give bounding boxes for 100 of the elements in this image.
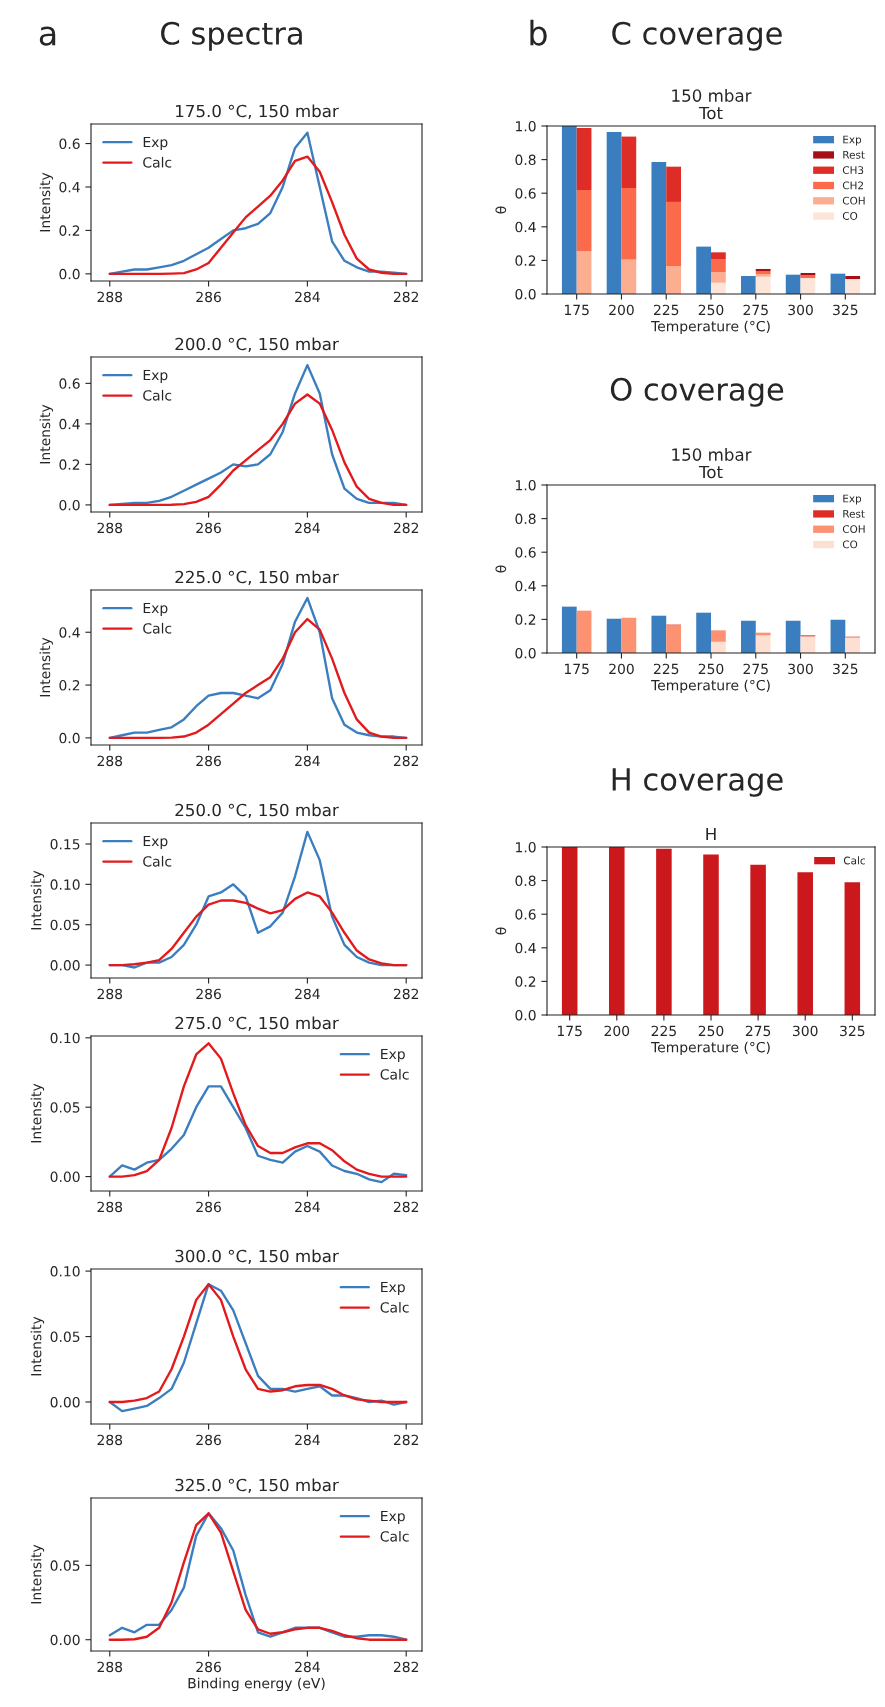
bar: [703, 854, 719, 1015]
bar: [711, 259, 726, 272]
x-tick-label: 200: [604, 1025, 630, 1037]
legend-label: Exp: [843, 494, 862, 505]
x-tick-label: 288: [97, 1434, 123, 1446]
legend-label: Calc: [143, 156, 172, 168]
legend-label: COH: [842, 196, 865, 205]
legend-label: CH2: [842, 181, 864, 190]
y-axis-title: Intensity: [39, 172, 53, 232]
chart-subtitle: 325.0 °C, 150 mbar: [175, 1478, 339, 1493]
x-tick-label: 286: [196, 291, 221, 303]
bar: [621, 259, 637, 294]
x-tick-label: 282: [393, 291, 419, 303]
legend-label: Calc: [143, 855, 172, 867]
bar: [711, 641, 726, 653]
chart-subtitle: 150 mbar Tot: [672, 447, 752, 479]
y-tick-label: 0.00: [50, 1634, 80, 1646]
legend-label: Exp: [381, 1048, 405, 1062]
bar: [785, 620, 801, 653]
bar: [696, 612, 711, 653]
chart-title: C coverage: [612, 21, 782, 51]
bar: [651, 615, 667, 653]
y-axis-title: Intensity: [39, 637, 53, 697]
bar: [711, 630, 726, 642]
line-series: [108, 1512, 408, 1641]
bar: [651, 161, 667, 294]
y-tick-label: 0.0: [515, 647, 536, 659]
x-tick-label: 250: [698, 663, 724, 675]
text: a: [39, 26, 56, 46]
legend-label: Exp: [143, 602, 168, 616]
bar: [666, 166, 681, 202]
y-tick-label: 0.0: [515, 1009, 536, 1021]
legend-label: Calc: [143, 622, 172, 634]
bar: [576, 128, 592, 191]
bar: [845, 637, 861, 653]
y-tick-label: 0.0: [515, 288, 536, 300]
bar: [830, 619, 846, 653]
chart-subtitle: 150 mbar Tot: [672, 88, 752, 120]
chart-title: O coverage: [610, 377, 784, 407]
y-axis-title: Intensity: [30, 1083, 45, 1143]
y-tick-label: 0.10: [50, 1032, 80, 1044]
x-tick-label: 286: [196, 755, 221, 767]
y-tick-label: 0.00: [50, 1396, 80, 1408]
x-tick-label: 282: [393, 755, 419, 767]
y-tick-label: 0.2: [515, 614, 536, 625]
chart-subtitle: 175.0 °C, 150 mbar: [176, 104, 339, 119]
x-axis-title: Temperature (°C): [651, 1041, 770, 1056]
y-tick-label: 0.00: [50, 960, 80, 971]
bar: [845, 279, 861, 294]
chart-subtitle: 275.0 °C, 150 mbar: [175, 1016, 339, 1031]
legend-label: Exp: [143, 369, 168, 383]
bar: [741, 276, 756, 294]
y-tick-label: 0.05: [50, 919, 80, 931]
x-tick-label: 286: [196, 988, 221, 1000]
x-tick-label: 288: [97, 988, 123, 1000]
legend-label: Calc: [380, 1530, 409, 1542]
bar: [711, 271, 726, 283]
bar: [750, 864, 766, 1015]
bar: [656, 848, 672, 1015]
legend-label: CO: [842, 212, 858, 220]
bar: [561, 606, 577, 653]
y-tick-label: 0.8: [515, 513, 536, 525]
y-axis-title: θ: [495, 206, 507, 214]
x-tick-label: 275: [743, 663, 768, 675]
y-tick-label: 0.05: [50, 1560, 80, 1571]
y-tick-label: 0.4: [515, 942, 536, 954]
y-tick-label: 0.8: [515, 875, 536, 887]
bar: [621, 617, 637, 653]
x-tick-label: 286: [196, 1201, 221, 1213]
x-tick-label: 284: [295, 291, 320, 303]
legend-label: Exp: [843, 135, 862, 146]
y-tick-label: 0.05: [50, 1102, 80, 1113]
legend-label: Calc: [143, 389, 172, 401]
x-tick-label: 250: [698, 304, 724, 316]
x-tick-label: 284: [295, 1434, 320, 1446]
x-tick-label: 282: [393, 988, 419, 1000]
legend-label: Exp: [143, 835, 168, 849]
chart-subtitle: 200.0 °C, 150 mbar: [175, 337, 339, 352]
x-tick-label: 225: [651, 1025, 676, 1037]
chart-subtitle: H: [706, 827, 716, 841]
line-series: [108, 131, 408, 276]
x-tick-label: 225: [653, 304, 679, 316]
y-tick-label: 0.6: [515, 188, 536, 199]
bar: [755, 635, 771, 653]
y-tick-label: 0.4: [515, 221, 536, 233]
chart-subtitle: 250.0 °C, 150 mbar: [175, 803, 339, 818]
x-axis-title: Binding energy (eV): [188, 1677, 325, 1692]
bar: [609, 847, 625, 1015]
x-tick-label: 286: [196, 1661, 221, 1673]
bar: [621, 136, 637, 188]
line-series: [108, 1085, 408, 1184]
x-tick-label: 288: [97, 522, 123, 534]
y-tick-label: 0.0: [59, 499, 80, 511]
y-tick-label: 0.2: [59, 225, 80, 236]
bar: [711, 252, 726, 260]
bar: [741, 620, 756, 653]
x-tick-label: 250: [698, 1025, 724, 1037]
x-tick-label: 282: [393, 522, 419, 534]
bar: [621, 187, 637, 260]
y-tick-label: 0.6: [59, 138, 80, 150]
